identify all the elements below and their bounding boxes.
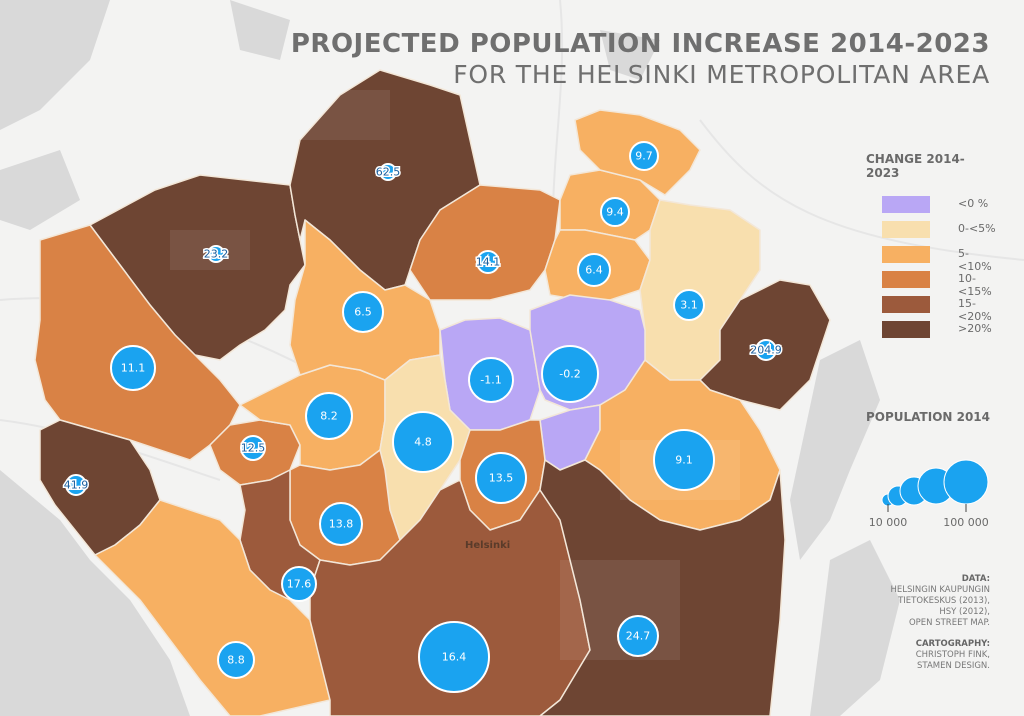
credits-carto-line: STAMEN DESIGN. — [917, 661, 990, 671]
population-legend: POPULATION 2014 10 000 100 000 — [866, 410, 1006, 538]
district-value-label: 13.5 — [489, 472, 514, 485]
background-water — [0, 0, 900, 716]
district-value-label: 8.2 — [320, 410, 338, 423]
district-value-label: 11.1 — [121, 362, 146, 375]
legend-swatch — [882, 321, 930, 338]
credits-data-heading: DATA: — [961, 574, 990, 584]
district-value-label: 41.9 — [64, 479, 89, 492]
credits-carto-line: CHRISTOPH FINK, — [915, 650, 990, 660]
population-bubble — [240, 435, 266, 461]
district-value-label: 204.9 — [750, 344, 782, 357]
legend-row: >20% — [866, 319, 996, 340]
district-value-label: 3.1 — [680, 299, 698, 312]
district-value-label: 6.4 — [585, 264, 603, 277]
district-value-label: 12.5 — [241, 442, 266, 455]
population-bubble — [379, 163, 397, 181]
population-bubble — [281, 566, 317, 602]
population-bubble — [617, 615, 659, 657]
district-value-label: 23.2 — [204, 248, 229, 261]
population-bubble — [600, 197, 630, 227]
legend-row: 0-<5% — [866, 219, 996, 240]
district-value-label: 8.8 — [227, 654, 245, 667]
district-value-label: 24.7 — [626, 630, 651, 643]
legend-max-label: 100 000 — [943, 516, 989, 529]
district-value-label: 9.4 — [606, 206, 624, 219]
credits-carto-heading: CARTOGRAPHY: — [915, 639, 990, 649]
population-bubble — [342, 291, 384, 333]
change-legend: CHANGE 2014-2023 <0 % 0-<5% 5-<10% 10-<1… — [866, 152, 996, 344]
legend-row: 15-<20% — [866, 294, 996, 323]
legend-label: 0-<5% — [958, 222, 996, 235]
legend-swatch — [882, 296, 930, 313]
district-value-label: 62.5 — [376, 166, 401, 179]
title-line-1: PROJECTED POPULATION INCREASE 2014-2023 — [290, 29, 990, 59]
district-value-label: -0.2 — [559, 368, 580, 381]
population-bubble — [475, 452, 527, 504]
district-value-label: 4.8 — [414, 436, 432, 449]
legend-label: 15-<20% — [958, 297, 992, 323]
population-bubble — [392, 411, 454, 473]
population-bubble — [577, 253, 611, 287]
population-legend-title: POPULATION 2014 — [866, 410, 991, 424]
population-bubble — [110, 345, 156, 391]
credits-data-line: HSY (2012), — [939, 607, 990, 617]
population-bubble — [673, 289, 705, 321]
population-bubbles: 62.5 23.2 9.7 9.4 14.1 6.4 3.1 204.9 6.5 11.1 -1.1… — [62, 141, 783, 693]
legend-min-label: 10 000 — [869, 516, 908, 529]
population-bubble — [653, 429, 715, 491]
legend-row: <0 % — [866, 194, 996, 215]
population-bubble — [217, 641, 255, 679]
district-value-label: 13.8 — [329, 518, 354, 531]
legend-label: >20% — [958, 322, 992, 335]
legend-row: 10-<15% — [866, 269, 996, 298]
legend-swatch — [882, 221, 930, 238]
credits: DATA: HELSINGIN KAUPUNGIN TIETOKESKUS (2… — [890, 574, 990, 672]
population-bubble — [319, 502, 363, 546]
legend-label: <0 % — [958, 197, 989, 210]
credits-data-line: OPEN STREET MAP. — [908, 618, 990, 628]
legend-swatch — [882, 271, 930, 288]
district-value-label: 17.6 — [287, 578, 312, 591]
population-bubble — [418, 621, 490, 693]
population-legend-bubbles: 10 000 100 000 — [869, 459, 989, 529]
legend-row: 5-<10% — [866, 244, 996, 273]
credits-data-line: HELSINGIN KAUPUNGIN — [890, 585, 990, 595]
district-value-label: -1.1 — [480, 374, 501, 387]
change-legend-title: CHANGE 2014-2023 — [866, 152, 965, 180]
district-value-label: 16.4 — [442, 651, 467, 664]
legend-bubble-large — [943, 459, 989, 505]
legend-label: 5-<10% — [958, 247, 992, 273]
population-bubble — [468, 357, 514, 403]
district-value-label: 6.5 — [354, 306, 372, 319]
population-bubble — [755, 339, 777, 361]
district-14-1 — [409, 184, 561, 301]
district-value-label: 9.1 — [675, 454, 693, 467]
population-bubble — [207, 245, 225, 263]
district-value-label: 14.1 — [476, 256, 501, 269]
credits-data-line: TIETOKESKUS (2013), — [898, 596, 990, 606]
district-8-8 — [94, 499, 331, 716]
population-bubble — [629, 141, 659, 171]
district-24-7 — [539, 459, 786, 716]
legend-swatch — [882, 246, 930, 263]
population-bubble — [541, 345, 599, 403]
population-bubble — [65, 474, 87, 496]
district-value-label: 9.7 — [635, 150, 653, 163]
population-bubble — [476, 250, 500, 274]
legend-label: 10-<15% — [958, 272, 992, 298]
population-bubble — [305, 392, 353, 440]
place-label-helsinki: Helsinki — [465, 540, 510, 551]
legend-swatch — [882, 196, 930, 213]
map-title: PROJECTED POPULATION INCREASE 2014-2023 … — [291, 28, 990, 90]
title-line-2: FOR THE HELSINKI METROPOLITAN AREA — [453, 60, 990, 89]
